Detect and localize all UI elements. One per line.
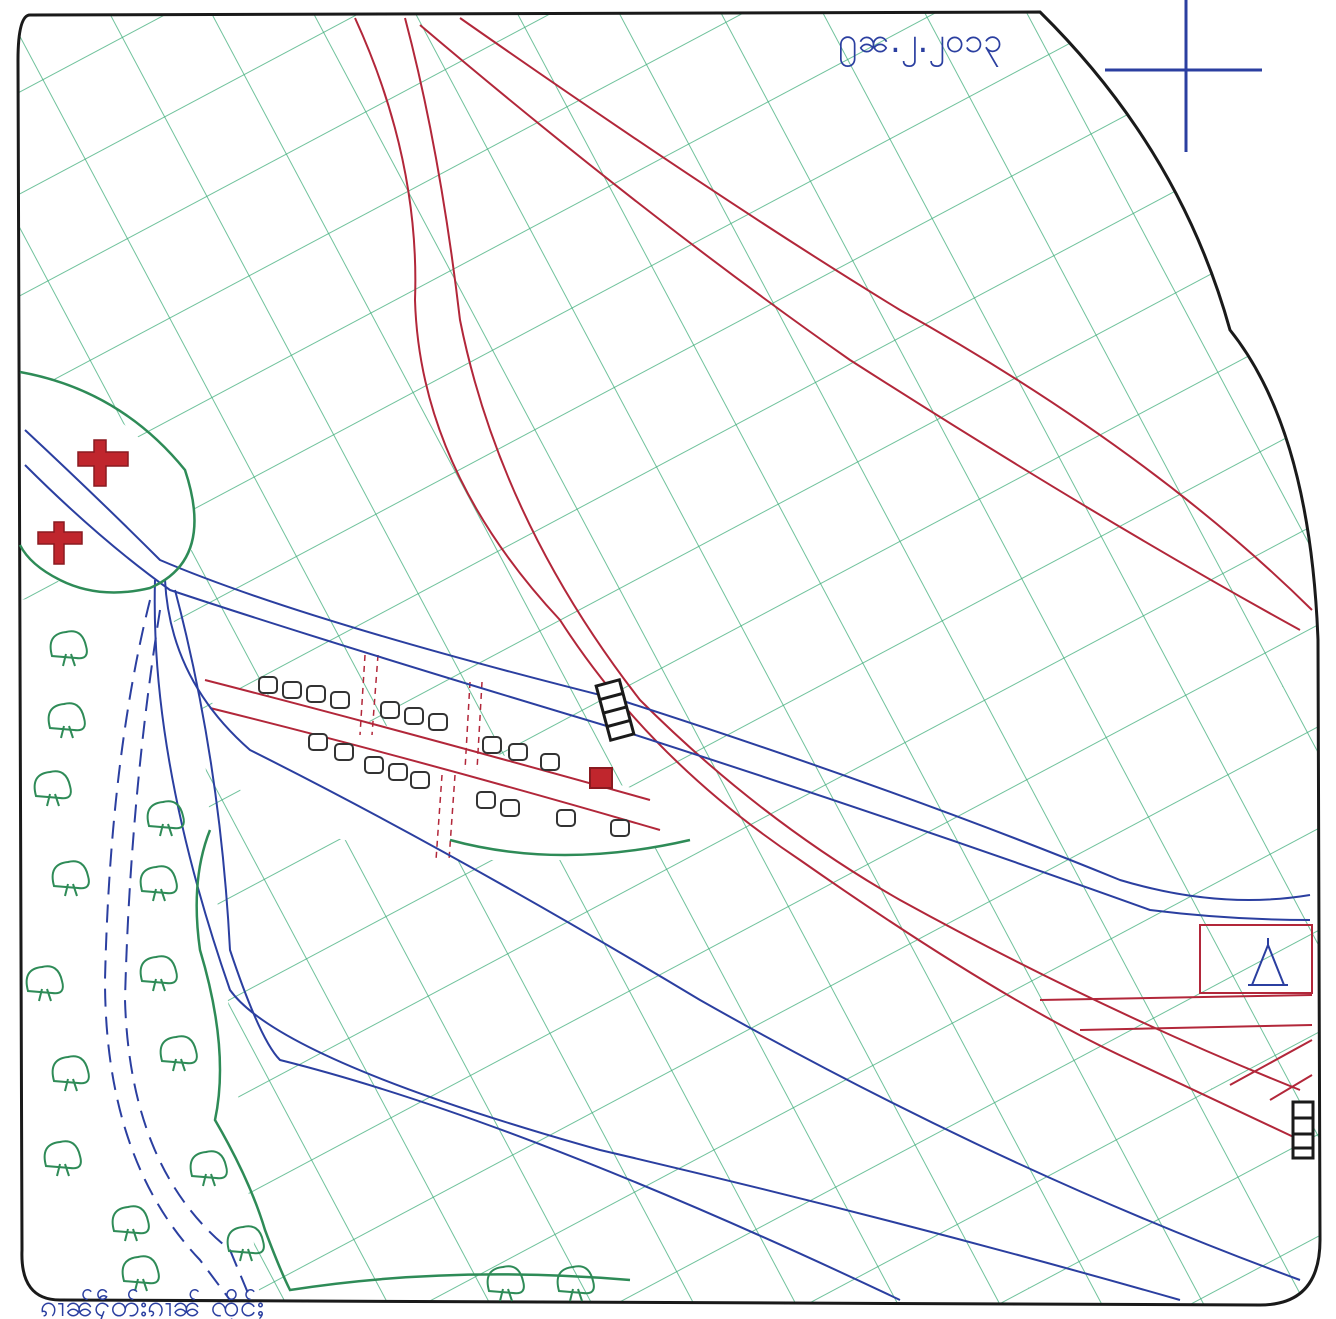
house-icon [388, 763, 408, 781]
tree-icon [25, 965, 64, 1002]
map-border [16, 10, 1322, 1307]
pagoda-lane-top [1039, 994, 1313, 1001]
house-icon [482, 736, 502, 754]
tree-icon [139, 955, 178, 992]
cemetery-outline [18, 370, 196, 594]
house-icon [330, 691, 350, 709]
house-icon [334, 743, 354, 761]
village-lane-top [204, 679, 651, 801]
pagoda-plot [1199, 924, 1313, 994]
bridge-icon [594, 678, 636, 742]
house-icon [282, 681, 302, 699]
house-icon [540, 753, 560, 771]
south-river-lower [153, 579, 1181, 1301]
roads [204, 17, 1313, 1141]
village-dividers [359, 654, 483, 861]
tree-icon [47, 702, 86, 739]
pagoda-lane-bottom [1079, 1024, 1313, 1031]
tree-icon [43, 1140, 82, 1177]
rivers [24, 429, 1311, 1301]
ne-road-left-edge [419, 24, 1301, 631]
pagoda-icon [1248, 938, 1288, 986]
special-house-icon [589, 767, 613, 789]
cemetery-crosses [37, 439, 129, 565]
tree-icon [111, 1205, 150, 1242]
main-road-left-edge [354, 17, 1301, 1141]
south-river-upper [164, 579, 1301, 1281]
house-icon [556, 809, 576, 827]
compass-cross-icon [1105, 0, 1262, 152]
tree-icon [226, 1225, 265, 1262]
house-icon [258, 676, 278, 694]
house-icon [500, 799, 520, 817]
forest-outline [195, 829, 631, 1292]
trees [25, 630, 595, 1302]
village-lane-bottom [209, 707, 661, 831]
cross-icon [77, 439, 129, 487]
house-icon [410, 771, 430, 789]
house-icon [428, 713, 448, 731]
date-note: ႐ၼ.၂.၂၀၁၃ [838, 21, 1002, 67]
bridge-icon [1291, 1100, 1315, 1160]
house-icon [476, 791, 496, 809]
bottom-caption: ၵၢၼ်ႁဵတ်းၵၢၼ် ၸိုင်ႈ [40, 1289, 264, 1319]
tree-icon [51, 860, 90, 897]
main-road-right-edge [404, 17, 1301, 1091]
house-icon [508, 743, 528, 761]
house-icon [306, 685, 326, 703]
ne-road-right-edge [459, 17, 1313, 611]
tree-icon [159, 1035, 198, 1072]
house-icon [404, 707, 424, 725]
house-icon [610, 819, 630, 837]
tree-icon [49, 630, 88, 667]
tree-icon [189, 1150, 228, 1187]
pagoda-plot-diagonal [1229, 1039, 1313, 1101]
tree-icon [486, 1265, 525, 1302]
tree-icon [146, 800, 185, 837]
cross-icon [37, 521, 83, 565]
dashed-stream-2 [123, 609, 251, 1299]
tree-icon [556, 1265, 595, 1302]
tree-icon [33, 770, 72, 807]
tree-icon [139, 865, 178, 902]
tree-icon [51, 1055, 90, 1092]
tree-icon [121, 1255, 160, 1292]
house-icon [308, 733, 328, 751]
houses [258, 676, 630, 837]
house-icon [364, 756, 384, 774]
village-south-outline [449, 838, 691, 857]
green-boundaries [18, 370, 691, 1292]
stream-west [174, 589, 901, 1301]
house-icon [380, 701, 400, 719]
